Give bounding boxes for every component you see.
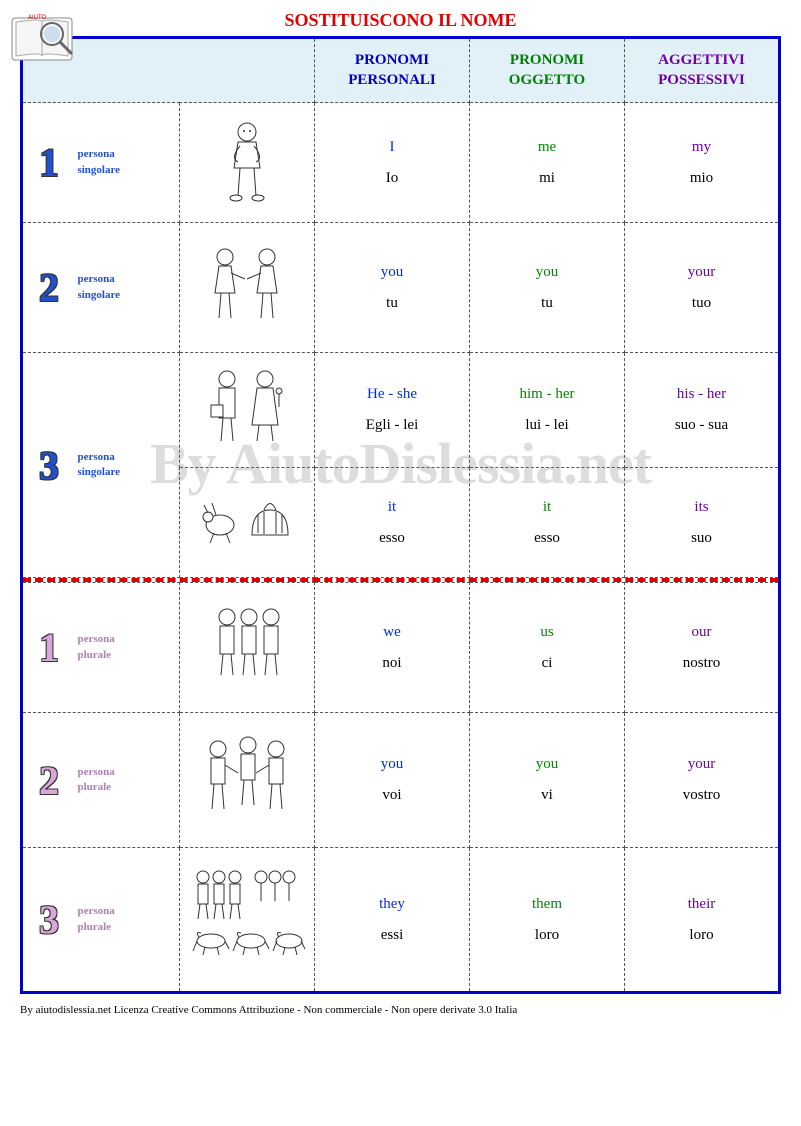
svg-text:AIUTO: AIUTO [28, 15, 47, 21]
illustration-3s-people [180, 353, 315, 468]
cell-1p-poss: ournostro [625, 583, 780, 713]
cell-1p-ogg: usci [470, 583, 625, 713]
cell-3sb-poss: itssuo [625, 468, 780, 578]
illustration-3p [180, 848, 315, 993]
cell-2p-ogg: youvi [470, 713, 625, 848]
row-label-1s: 1 personasingolare [22, 103, 180, 223]
cell-2s-ogg: youtu [470, 223, 625, 353]
cell-1p-pers: wenoi [315, 583, 470, 713]
logo-image: AIUTO [10, 10, 90, 70]
row-label-3s: 3 personasingolare [22, 353, 180, 578]
footer-license: By aiutodislessia.net Licenza Creative C… [20, 1004, 781, 1016]
illustration-1s [180, 103, 315, 223]
cell-2s-pers: youtu [315, 223, 470, 353]
header-personali: PRONOMIPERSONALI [315, 38, 470, 103]
cell-3p-pers: theyessi [315, 848, 470, 993]
cell-2s-poss: yourtuo [625, 223, 780, 353]
illustration-2p [180, 713, 315, 848]
cell-1s-poss: mymio [625, 103, 780, 223]
singular-plural-divider [23, 578, 778, 582]
illustration-3s-it [180, 468, 315, 578]
cell-3sa-poss: his - hersuo - sua [625, 353, 780, 468]
illustration-2s [180, 223, 315, 353]
cell-3sb-ogg: itesso [470, 468, 625, 578]
row-label-1p: 1 personaplurale [22, 583, 180, 713]
cell-2p-poss: yourvostro [625, 713, 780, 848]
page-title: SOSTITUISCONO IL NOME [20, 10, 781, 36]
pronoun-table: PRONOMIPERSONALI PRONOMIOGGETTO AGGETTIV… [20, 36, 781, 994]
cell-1s-pers: IIo [315, 103, 470, 223]
header-possessivi: AGGETTIVIPOSSESSIVI [625, 38, 780, 103]
row-label-2s: 2 personasingolare [22, 223, 180, 353]
illustration-1p [180, 583, 315, 713]
cell-3p-ogg: themloro [470, 848, 625, 993]
cell-1s-ogg: memi [470, 103, 625, 223]
cell-3sa-pers: He - sheEgli - lei [315, 353, 470, 468]
row-label-2p: 2 personaplurale [22, 713, 180, 848]
cell-3sa-ogg: him - herlui - lei [470, 353, 625, 468]
cell-2p-pers: youvoi [315, 713, 470, 848]
header-oggetto: PRONOMIOGGETTO [470, 38, 625, 103]
cell-3p-poss: theirloro [625, 848, 780, 993]
cell-3sb-pers: itesso [315, 468, 470, 578]
row-label-3p: 3 personaplurale [22, 848, 180, 993]
